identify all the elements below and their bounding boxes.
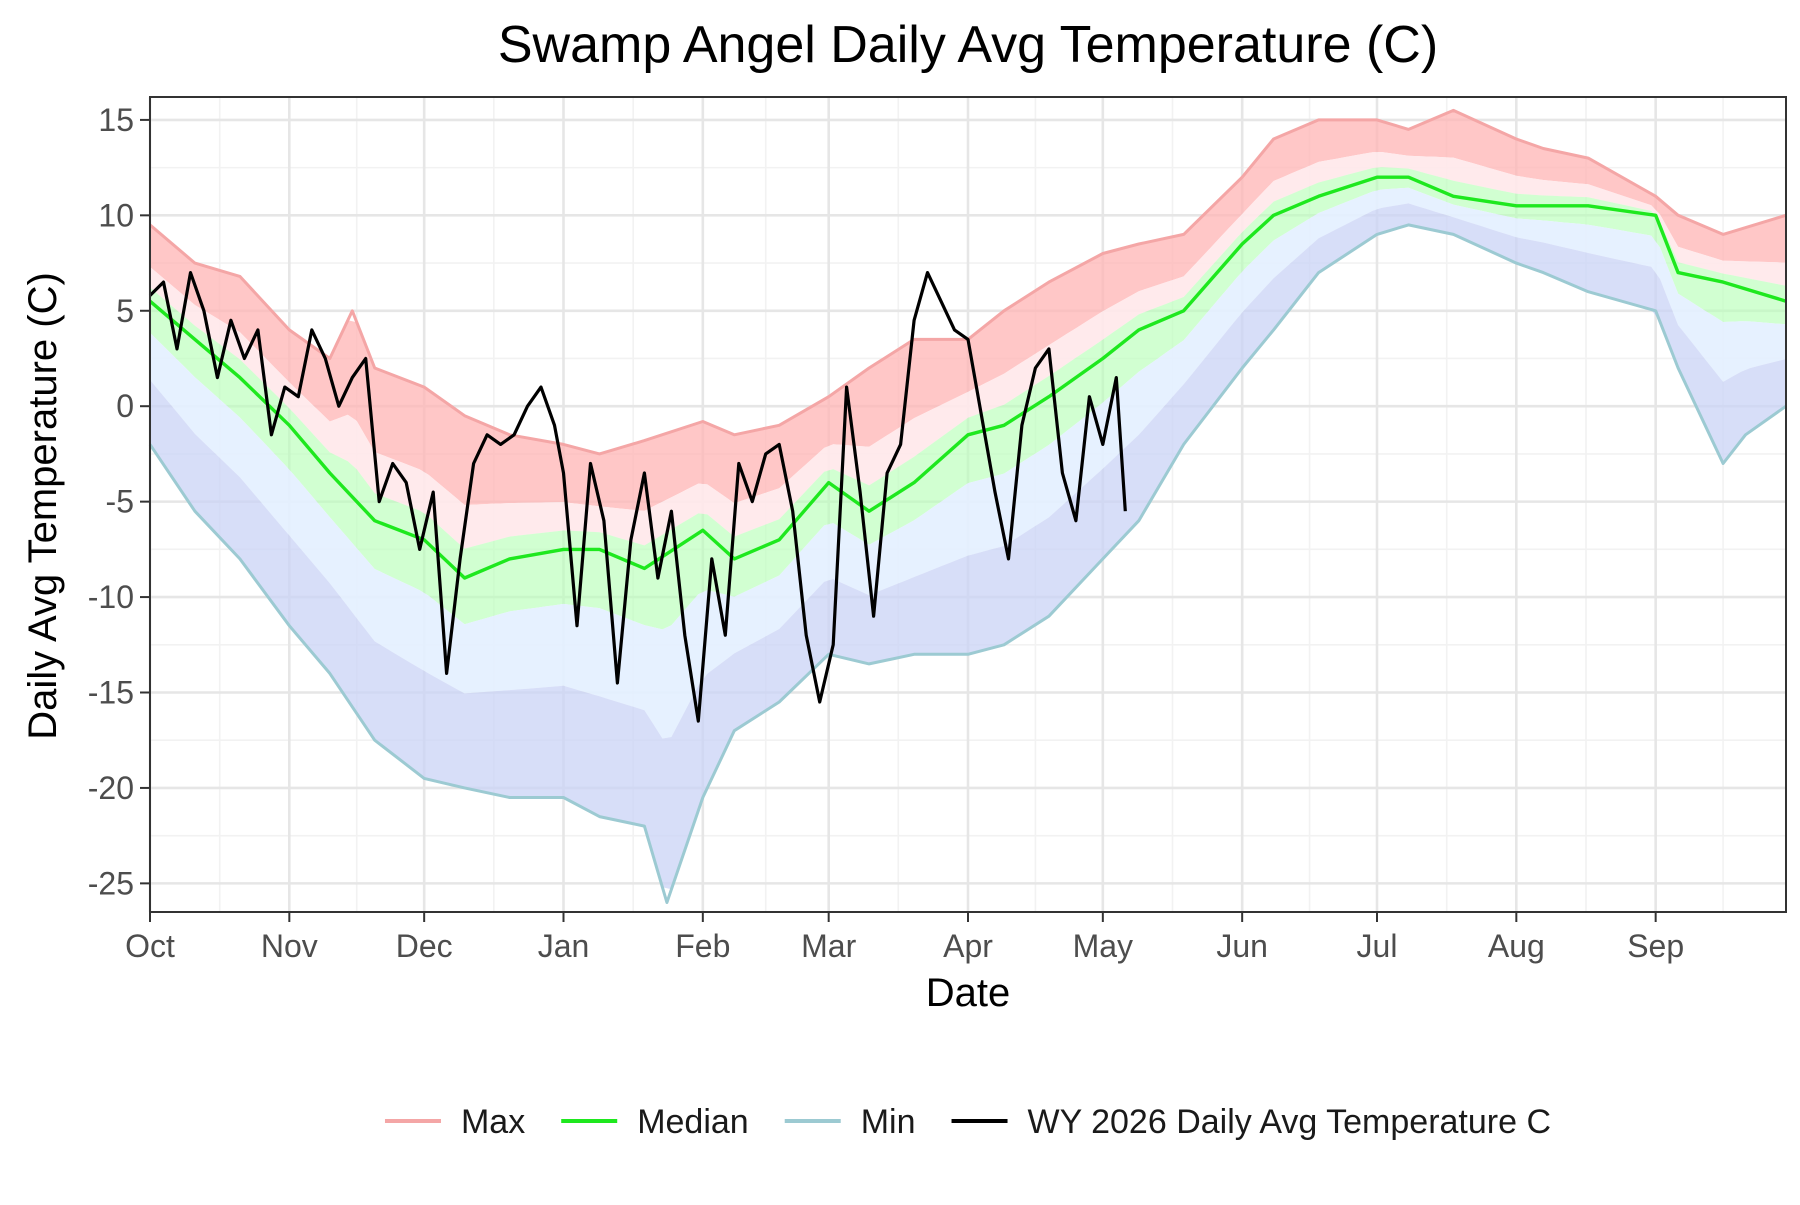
legend: Max Median Min WY 2026 Daily Avg Temperatur…: [384, 1103, 1552, 1141]
y-tick-label: -25: [88, 865, 134, 901]
median-lower-band: [150, 187, 1786, 739]
y-tick-label: -20: [88, 770, 134, 806]
x-tick-label: Apr: [943, 928, 993, 964]
axes: 15 10 5 0 -5 -10 -15 -20 -25 Oct Nov Dec Jan Feb Mar Ap…: [88, 102, 1684, 964]
y-tick-label: 15: [98, 102, 134, 138]
x-tick-label: Oct: [125, 928, 175, 964]
x-axis-title: Date: [926, 971, 1011, 1015]
min-line: [148, 223, 1787, 904]
y-axis-title: Daily Avg Temperature (C): [21, 272, 65, 740]
x-tick-label: Dec: [396, 928, 453, 964]
median-band: [150, 167, 1786, 630]
legend-label: WY 2026 Daily Avg Temperature C: [1028, 1103, 1552, 1141]
wy2026-line: [148, 271, 1127, 723]
legend-label: Max: [461, 1103, 525, 1141]
series-lines: [148, 108, 1787, 904]
percentile-bands: [150, 110, 1786, 890]
x-tick-label: Nov: [261, 928, 318, 964]
x-tick-label: Mar: [801, 928, 856, 964]
min-band: [150, 203, 1786, 890]
y-tick-label: 10: [98, 197, 134, 233]
y-tick-label: -10: [88, 579, 134, 615]
x-tick-label: Jun: [1216, 928, 1268, 964]
chart-title: Swamp Angel Daily Avg Temperature (C): [498, 16, 1438, 74]
legend-label: Median: [637, 1103, 749, 1141]
y-tick-label: -15: [88, 675, 134, 711]
y-tick-label: 0: [116, 388, 134, 424]
x-tick-label: Jul: [1357, 928, 1398, 964]
y-tick-label: 5: [116, 293, 134, 329]
legend-label: Min: [861, 1103, 916, 1141]
x-tick-label: May: [1073, 928, 1133, 964]
x-tick-label: Aug: [1488, 928, 1545, 964]
median-line: [148, 175, 1787, 580]
x-tick-label: Feb: [675, 928, 730, 964]
max-line: [149, 108, 1787, 456]
x-tick-label: Jan: [538, 928, 590, 964]
y-tick-label: -5: [106, 484, 134, 520]
x-tick-label: Sep: [1627, 928, 1684, 964]
plot-area: 15 10 5 0 -5 -10 -15 -20 -25 Oct Nov Dec Jan Feb Mar Ap…: [88, 96, 1787, 964]
